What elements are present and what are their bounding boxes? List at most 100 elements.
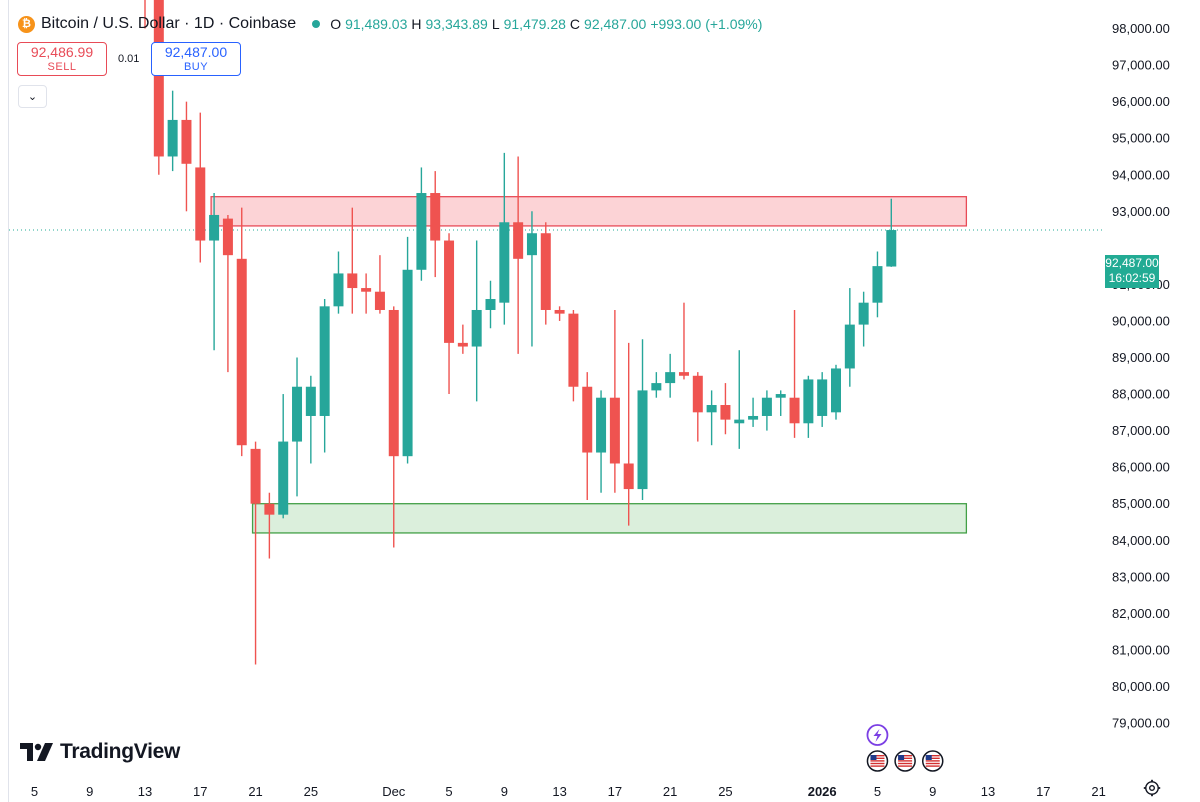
candle[interactable] <box>361 273 372 314</box>
candle[interactable] <box>236 207 247 457</box>
candle[interactable] <box>582 372 593 501</box>
candle[interactable] <box>596 390 607 493</box>
candle[interactable] <box>278 394 289 519</box>
event-markers[interactable] <box>866 724 944 772</box>
candle[interactable] <box>734 350 745 449</box>
symbol-title[interactable]: Bitcoin / U.S. Dollar · 1D · Coinbase <box>41 15 297 32</box>
candle-body <box>706 405 717 413</box>
candle[interactable] <box>692 372 703 442</box>
candle[interactable] <box>886 198 897 267</box>
candle[interactable] <box>568 309 579 402</box>
candle[interactable] <box>305 375 316 464</box>
candle[interactable] <box>706 390 717 446</box>
candle-body <box>872 266 883 303</box>
candle[interactable] <box>292 357 303 497</box>
x-tick-label: 17 <box>193 784 207 799</box>
candle[interactable] <box>209 193 220 351</box>
candle[interactable] <box>430 171 441 278</box>
candle-body <box>817 379 828 416</box>
candle[interactable] <box>499 152 510 325</box>
y-tick-label: 94,000.00 <box>1112 167 1170 182</box>
us-flag-icon[interactable] <box>894 750 916 772</box>
candle[interactable] <box>181 101 192 212</box>
sell-button[interactable]: 92,486.99 SELL <box>17 42 107 76</box>
y-tick-label: 81,000.00 <box>1112 642 1170 657</box>
candle[interactable] <box>167 90 178 172</box>
buy-price: 92,487.00 <box>164 44 228 60</box>
tradingview-name: TradingView <box>60 740 181 763</box>
candle[interactable] <box>526 211 537 347</box>
candle[interactable] <box>485 280 496 329</box>
us-flag-icon[interactable] <box>866 750 889 772</box>
candle[interactable] <box>554 306 565 321</box>
candle[interactable] <box>761 390 772 431</box>
candle-body <box>623 463 634 490</box>
candle-body <box>596 397 607 453</box>
candle[interactable] <box>402 236 413 464</box>
support-zone[interactable] <box>251 503 968 534</box>
candle[interactable] <box>540 222 551 325</box>
candle-body <box>803 379 814 424</box>
candle[interactable] <box>388 306 399 548</box>
flag-stripe <box>925 760 940 762</box>
y-axis[interactable]: 79,000.00 80,000.00 81,000.00 82,000.00 83,0… <box>1112 0 1170 731</box>
candle[interactable] <box>651 372 662 398</box>
candle[interactable] <box>803 375 814 438</box>
candle[interactable] <box>374 255 385 314</box>
candle[interactable] <box>471 240 482 402</box>
candle[interactable] <box>775 390 786 416</box>
candle-body <box>540 233 551 310</box>
candle[interactable] <box>872 251 883 318</box>
resistance-zone[interactable] <box>210 196 968 227</box>
open-value: 91,489.03 <box>345 16 408 32</box>
candle[interactable] <box>665 353 676 398</box>
candle[interactable] <box>444 233 455 395</box>
candle[interactable] <box>416 167 427 281</box>
x-tick-label: 25 <box>718 784 732 799</box>
economic-event-icon[interactable] <box>866 724 889 746</box>
candle[interactable] <box>678 302 689 380</box>
chart-settings-icon[interactable] <box>1143 779 1161 797</box>
x-tick-label: 2026 <box>808 784 837 799</box>
x-tick-label: 13 <box>981 784 995 799</box>
candle[interactable] <box>720 383 731 435</box>
market-status-icon <box>312 20 321 28</box>
candle-body <box>195 167 206 241</box>
close-value: 92,487.00 <box>584 16 647 32</box>
candle-body <box>430 193 441 241</box>
candle[interactable] <box>817 372 828 427</box>
candle[interactable] <box>844 288 855 387</box>
candle[interactable] <box>195 112 206 263</box>
candle[interactable] <box>789 309 800 438</box>
tradingview-logo[interactable]: TradingView <box>20 740 180 764</box>
candle-body <box>734 419 745 424</box>
candle[interactable] <box>264 492 275 559</box>
candle-body <box>402 269 413 457</box>
flag-stripe <box>925 765 940 767</box>
us-flag-icon[interactable] <box>921 750 944 772</box>
candle[interactable] <box>609 309 620 493</box>
candle[interactable] <box>623 342 634 526</box>
x-axis[interactable]: 5 9 13 17 21 25 Dec 5 9 13 17 21 25 2026 5 9 13 17 21 <box>31 784 1106 799</box>
candle[interactable] <box>319 299 330 453</box>
buy-button[interactable]: 92,487.00 BUY <box>151 42 241 76</box>
candle[interactable] <box>347 207 358 314</box>
candle-body <box>292 386 303 442</box>
candle[interactable] <box>222 214 233 373</box>
candle-body <box>333 273 344 307</box>
candle[interactable] <box>831 364 841 420</box>
candle[interactable] <box>858 291 869 347</box>
collapse-legend-button[interactable]: ⌄ <box>18 85 47 108</box>
candle[interactable] <box>250 441 261 665</box>
candle[interactable] <box>457 324 468 354</box>
candle[interactable] <box>333 251 344 314</box>
x-tick-label: 21 <box>248 784 262 799</box>
y-tick-label: 80,000.00 <box>1112 679 1170 694</box>
candle[interactable] <box>513 156 524 354</box>
candle-body <box>278 441 289 515</box>
candle-body <box>319 306 330 416</box>
candle[interactable] <box>637 339 648 501</box>
candle[interactable] <box>748 397 759 427</box>
current-price-tag: 92,487.00 16:02:59 <box>1105 255 1159 288</box>
